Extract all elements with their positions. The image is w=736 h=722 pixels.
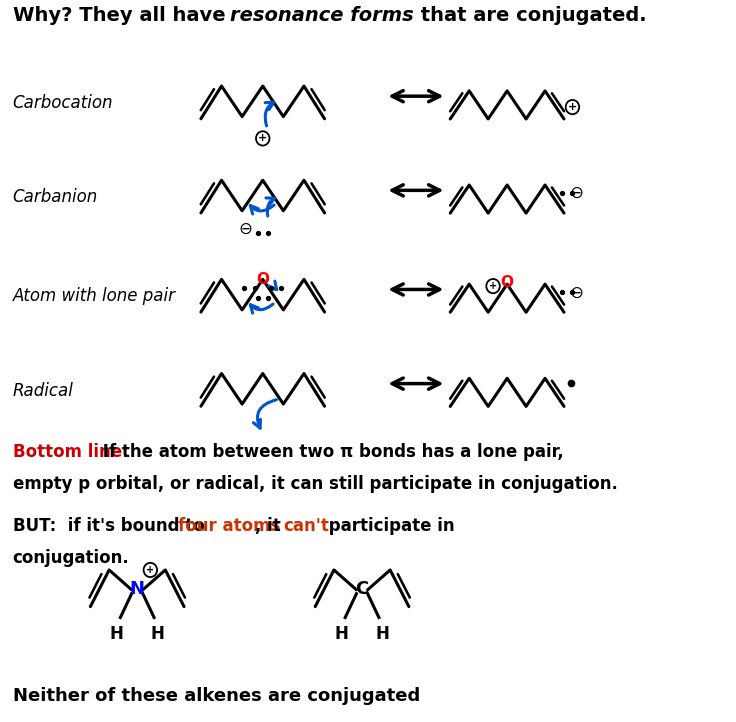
Text: Carbanion: Carbanion	[13, 188, 98, 206]
Text: empty p orbital, or radical, it can still participate in conjugation.: empty p orbital, or radical, it can stil…	[13, 474, 618, 492]
Text: +: +	[258, 134, 267, 144]
Text: O: O	[500, 274, 514, 290]
Text: H: H	[151, 625, 165, 643]
Text: that are conjugated.: that are conjugated.	[414, 6, 646, 25]
Text: can't: can't	[283, 517, 329, 535]
Text: +: +	[567, 102, 577, 112]
Text: H: H	[375, 625, 389, 643]
Text: four atoms: four atoms	[178, 517, 281, 535]
Text: Atom with lone pair: Atom with lone pair	[13, 287, 176, 305]
Text: Bottom line:: Bottom line:	[13, 443, 128, 461]
Text: BUT:  if it's bound to: BUT: if it's bound to	[13, 517, 210, 535]
Text: resonance forms: resonance forms	[230, 6, 414, 25]
Text: H: H	[110, 625, 124, 643]
Text: , it: , it	[255, 517, 287, 535]
Text: H: H	[334, 625, 348, 643]
Text: Neither of these alkenes are conjugated: Neither of these alkenes are conjugated	[13, 687, 420, 705]
Text: conjugation.: conjugation.	[13, 549, 130, 567]
Text: ⊖: ⊖	[569, 184, 583, 202]
Text: ⊖: ⊖	[239, 219, 253, 238]
Text: ⊖: ⊖	[569, 284, 583, 301]
Text: participate in: participate in	[322, 517, 454, 535]
Text: C: C	[355, 580, 369, 598]
Text: Carbocation: Carbocation	[13, 94, 113, 112]
Text: N: N	[130, 580, 145, 598]
Text: Radical: Radical	[13, 381, 74, 399]
Text: +: +	[489, 281, 497, 291]
Text: +: +	[146, 565, 155, 575]
Text: O: O	[256, 272, 269, 287]
Text: If the atom between two π bonds has a lone pair,: If the atom between two π bonds has a lo…	[97, 443, 565, 461]
Text: Why? They all have: Why? They all have	[13, 6, 232, 25]
